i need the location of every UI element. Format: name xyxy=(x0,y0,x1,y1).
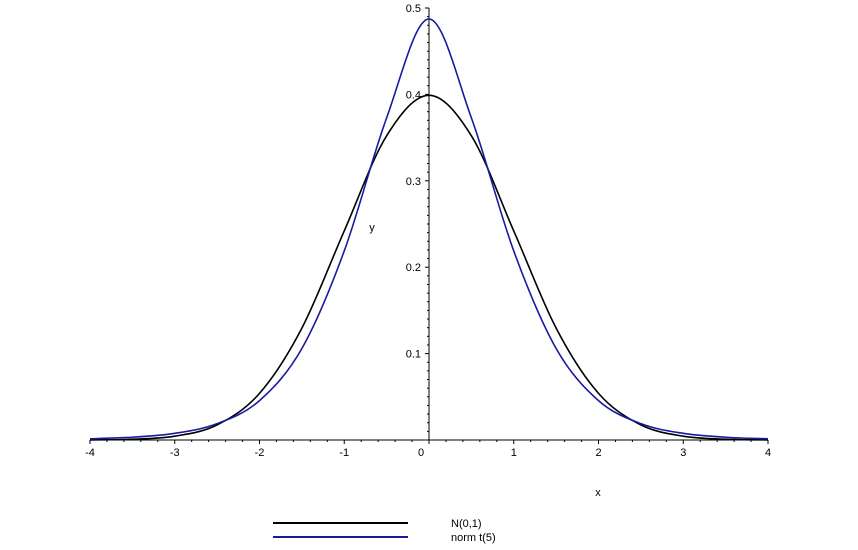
y-tick-label: 0.2 xyxy=(406,262,421,274)
y-tick-label: 0.3 xyxy=(406,176,421,188)
x-tick-label: 3 xyxy=(680,447,686,459)
x-ticks: -4 -3 -2 -1 0 1 2 3 4 xyxy=(85,440,771,459)
y-tick-label: 0.1 xyxy=(406,349,421,361)
y-tick-label: 0.5 xyxy=(406,3,421,15)
x-tick-label: -2 xyxy=(255,447,265,459)
x-tick-label: -1 xyxy=(339,447,349,459)
curve-n01 xyxy=(89,94,769,441)
x-tick-label: 0 xyxy=(418,447,424,459)
legend: N(0,1) norm t(5) xyxy=(273,518,496,544)
x-axis-label: x xyxy=(595,487,601,499)
x-tick-label: -4 xyxy=(85,447,95,459)
x-tick-label: 4 xyxy=(765,447,771,459)
legend-label-n01: N(0,1) xyxy=(451,518,482,530)
curve-t5 xyxy=(89,18,769,440)
x-tick-label: 1 xyxy=(511,447,517,459)
y-axis-label: y xyxy=(369,222,375,234)
x-tick-label: -3 xyxy=(170,447,180,459)
y-tick-label: 0.4 xyxy=(406,89,421,101)
y-ticks: 0.1 0.2 0.3 0.4 0.5 xyxy=(406,3,429,432)
legend-label-t5: norm t(5) xyxy=(451,532,496,544)
x-tick-label: 2 xyxy=(595,447,601,459)
plot-curves xyxy=(89,18,769,441)
